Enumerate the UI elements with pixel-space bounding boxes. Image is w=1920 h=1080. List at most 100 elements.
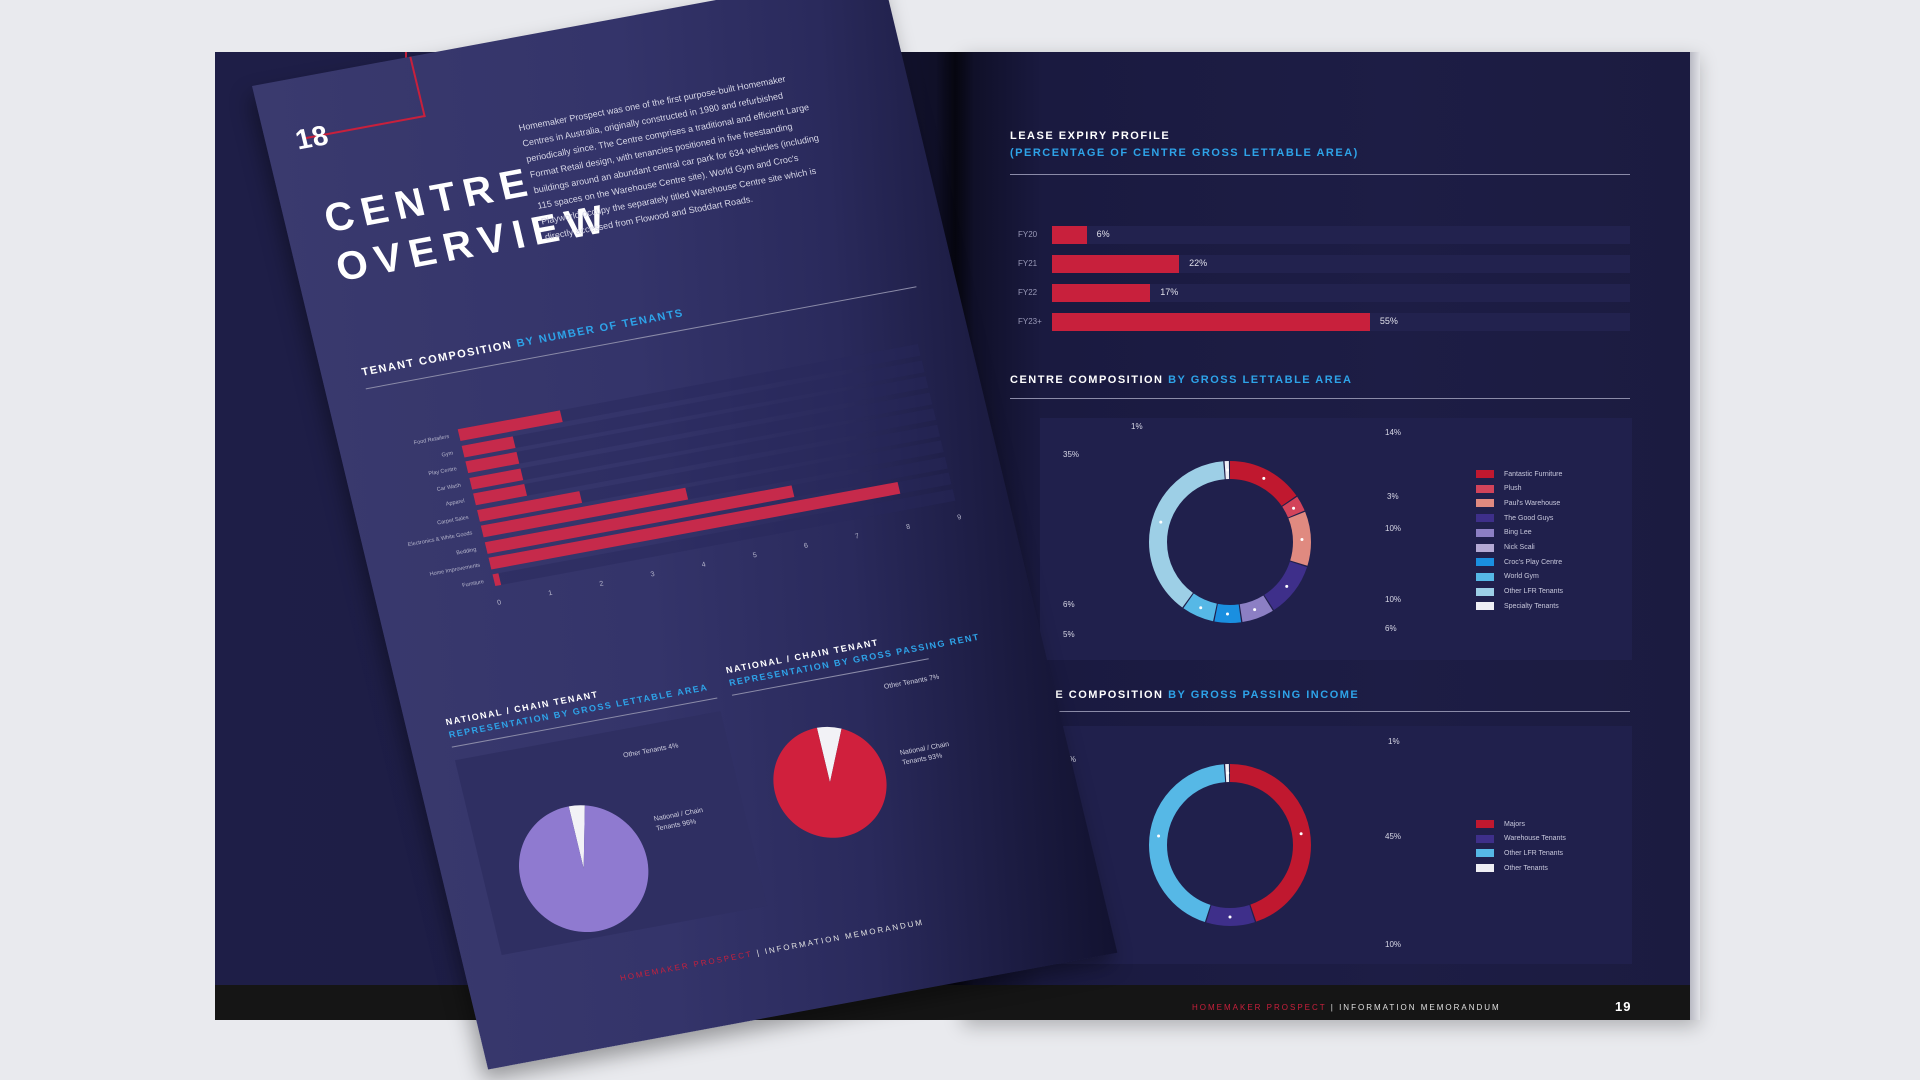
legend-item: Plush xyxy=(1476,484,1522,493)
legend-label: Nick Scali xyxy=(1504,544,1535,551)
donut-segment xyxy=(1149,764,1311,926)
donut-label-dot xyxy=(1226,771,1230,775)
tenant-bar-category: Gym xyxy=(440,450,454,459)
tenant-bar-category: Apparel xyxy=(445,498,466,508)
donut-label-dot xyxy=(1225,612,1229,616)
intro-paragraph: Homemaker Prospect was one of the first … xyxy=(517,73,820,242)
donut-label-dot xyxy=(1292,506,1296,510)
legend-label: Majors xyxy=(1504,820,1526,828)
legend-item: Paul's Warehouse xyxy=(1476,499,1560,508)
donut-percent-label: 10% xyxy=(1385,940,1402,949)
lease-bar xyxy=(1052,313,1370,331)
lease-bar-category: FY21 xyxy=(1018,259,1038,268)
lease-bar-value: 55% xyxy=(1379,316,1398,326)
legend-swatch xyxy=(1476,864,1494,873)
legend-label: Croc's Play Centre xyxy=(1504,558,1563,566)
legend-swatch xyxy=(1476,820,1494,828)
legend-item: World Gym xyxy=(1476,572,1539,581)
lease-bar-track xyxy=(1052,255,1630,273)
national-rent-pie xyxy=(773,726,887,838)
page-edge xyxy=(1690,52,1700,1020)
lease-expiry-title: LEASE EXPIRY PROFILE xyxy=(1010,130,1171,142)
donut-label-dot xyxy=(1299,832,1303,836)
donut-segment xyxy=(1149,461,1311,623)
tenant-x-tick: 1 xyxy=(547,589,554,598)
legend-swatch xyxy=(1476,499,1494,508)
donut-label-dot xyxy=(1159,520,1163,524)
tenant-bar-category: Car Wash xyxy=(436,482,462,493)
legend-swatch xyxy=(1476,602,1494,611)
tenant-x-tick: 2 xyxy=(598,580,605,588)
legend-item: The Good Guys xyxy=(1476,514,1553,523)
lease-bar-value: 22% xyxy=(1189,258,1208,268)
lease-rule xyxy=(1010,174,1630,175)
legend-label: Warehouse Tenants xyxy=(1504,835,1566,843)
pie-slice xyxy=(773,727,887,838)
legend-item: Other LFR Tenants xyxy=(1476,587,1564,596)
tenant-bar-category: Play Centre xyxy=(427,466,458,478)
legend-label: Specialty Tenants xyxy=(1504,602,1559,610)
donut-label-dot xyxy=(1228,915,1232,919)
lease-bar-value: 17% xyxy=(1160,287,1179,297)
right-footer: HOMEMAKER PROSPECT | INFORMATION MEMORAN… xyxy=(1192,1003,1501,1012)
tenant-bar-category: Home Improvements xyxy=(429,562,481,578)
legend-label: Other LFR Tenants xyxy=(1504,588,1564,596)
legend-item: Nick Scali xyxy=(1476,543,1535,552)
tenant-x-tick: 4 xyxy=(701,561,707,569)
legend-item: Majors xyxy=(1476,820,1525,828)
income-composition-title: CENTRE COMPOSITION BY GROSS PASSING INCO… xyxy=(1010,689,1360,701)
legend-swatch xyxy=(1476,558,1494,567)
donut-segment xyxy=(1149,764,1311,926)
tenant-bar-category: Bedding xyxy=(455,546,477,556)
national-rent-title: NATIONAL / CHAIN TENANT REPRESENTATION B… xyxy=(724,631,981,688)
tenant-bar-category: Carpet Sales xyxy=(436,514,470,526)
legend-item: Bing Lee xyxy=(1476,528,1532,537)
gla-composition-title: CENTRE COMPOSITION BY GROSS LETTABLE ARE… xyxy=(1010,374,1353,386)
rent-pie-label-national: National / Chain Tenants 93% xyxy=(899,741,950,767)
donut-label-dot xyxy=(1199,606,1203,610)
footer-bar xyxy=(215,985,1690,1020)
page-number: 18 xyxy=(292,119,333,156)
lease-bar xyxy=(1052,284,1151,302)
legend-swatch xyxy=(1476,528,1494,537)
pie-slice xyxy=(519,805,649,932)
legend-label: World Gym xyxy=(1504,573,1539,581)
donut-percent-label: 6% xyxy=(1063,600,1075,609)
donut-percent-label: 45% xyxy=(1385,832,1402,841)
folded-left-page: 18 CENTRE OVERVIEW Homemaker Prospect wa… xyxy=(252,0,1118,1070)
legend-swatch xyxy=(1476,514,1494,523)
rent-pie-label-other: Other Tenants 7% xyxy=(883,673,940,691)
donut-label-dot xyxy=(1285,584,1289,588)
donut-percent-label: 5% xyxy=(1063,630,1075,639)
legend-label: Bing Lee xyxy=(1504,529,1532,537)
donut-percent-label: 14% xyxy=(1385,428,1402,437)
legend-item: Fantastic Furniture xyxy=(1476,470,1562,478)
tenant-x-tick: 8 xyxy=(905,523,912,532)
donut-percent-label: 6% xyxy=(1385,624,1397,633)
tenant-x-tick: 6 xyxy=(803,542,809,550)
lease-bar-category: FY20 xyxy=(1018,230,1038,239)
lease-bar-track xyxy=(1052,284,1630,302)
legend-label: Other LFR Tenants xyxy=(1504,849,1564,857)
donut-label-dot xyxy=(1300,537,1304,541)
left-footer: HOMEMAKER PROSPECT | INFORMATION MEMORAN… xyxy=(619,917,925,983)
legend-label: Fantastic Furniture xyxy=(1504,470,1563,478)
tenant-composition-title: TENANT COMPOSITION BY NUMBER OF TENANTS xyxy=(360,307,686,379)
legend-item: Other Tenants xyxy=(1476,864,1548,873)
legend-swatch xyxy=(1476,572,1494,581)
legend-swatch xyxy=(1476,834,1494,843)
pie-slice xyxy=(816,726,842,783)
donut-label-dot xyxy=(1225,468,1229,472)
donut-percent-label: 3% xyxy=(1387,492,1399,501)
donut-label-dot xyxy=(1262,476,1266,480)
tenant-x-tick: 7 xyxy=(854,532,860,541)
legend-item: Specialty Tenants xyxy=(1476,602,1559,611)
legend-swatch xyxy=(1476,587,1494,596)
donut-label-dot xyxy=(1157,834,1161,838)
tenant-rule xyxy=(365,286,917,390)
legend-item: Other LFR Tenants xyxy=(1476,849,1564,858)
income-rule xyxy=(1010,711,1630,712)
legend-label: Plush xyxy=(1504,485,1522,493)
donut-label-dot xyxy=(1253,608,1257,612)
donut-percent-label: 35% xyxy=(1063,450,1080,459)
